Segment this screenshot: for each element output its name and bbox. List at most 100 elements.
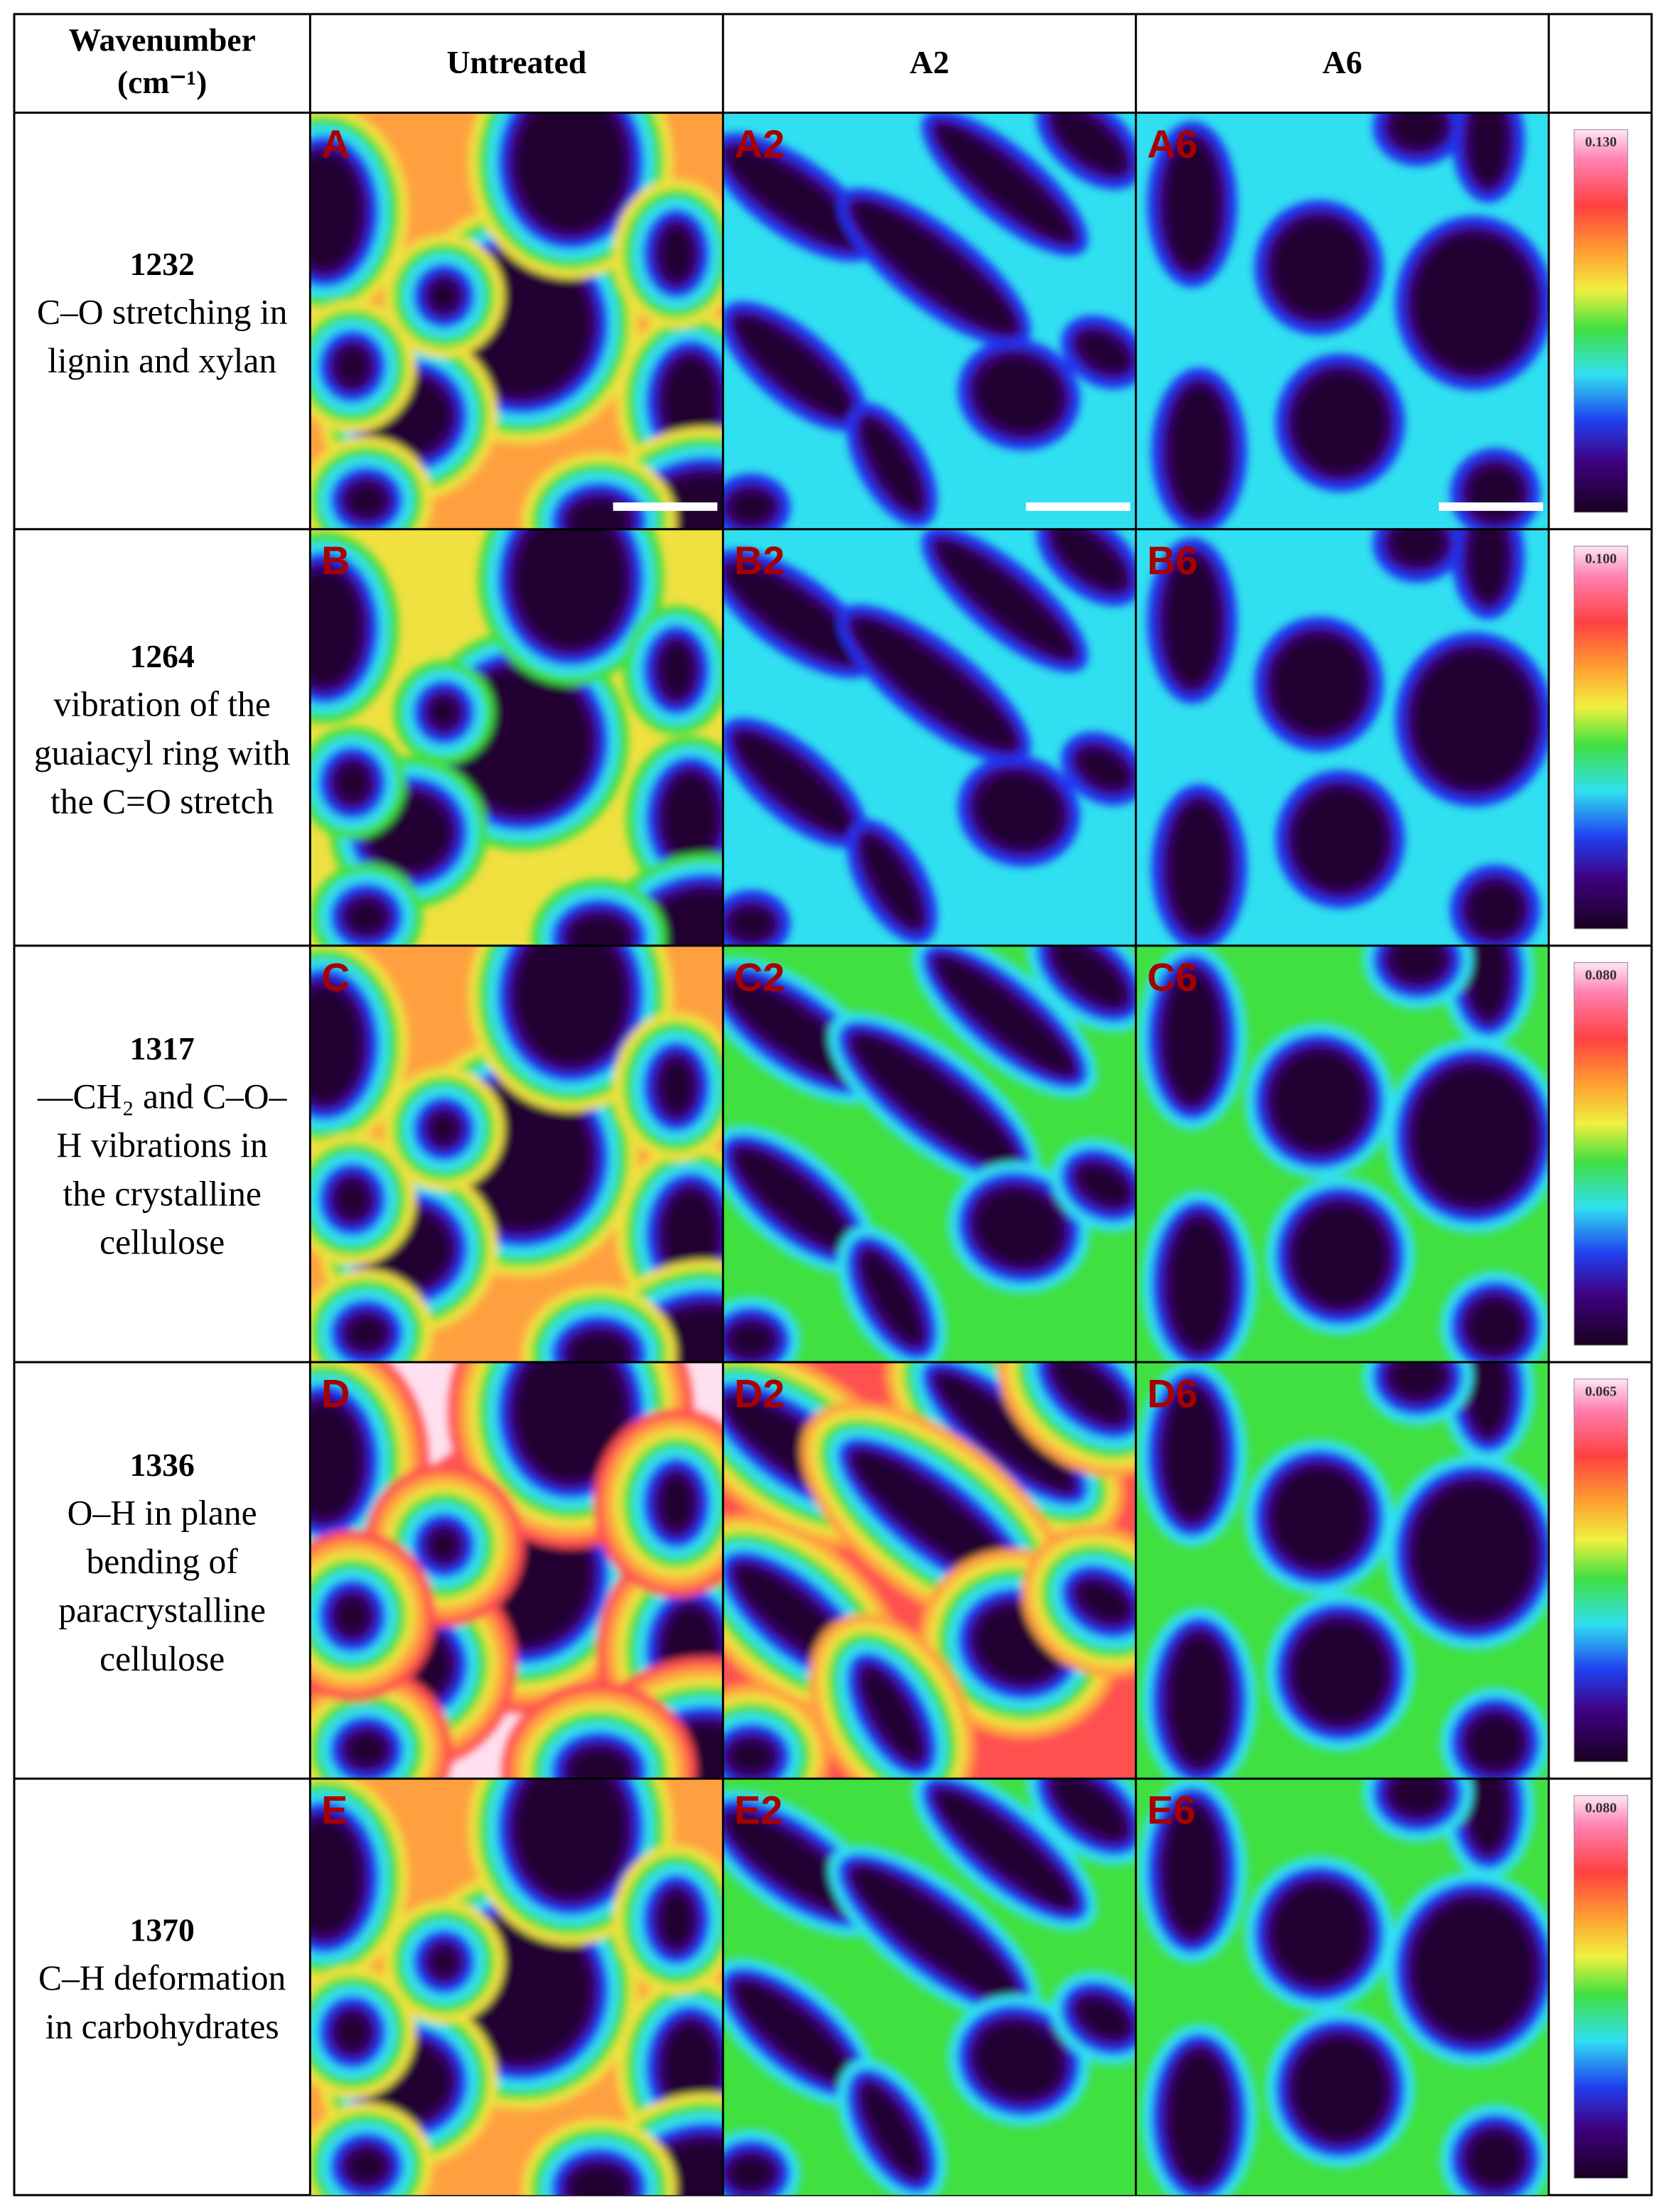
description: C–O stretching in — [37, 293, 288, 332]
description: C–H deformation — [38, 1958, 286, 1997]
heatmap-blob — [855, 1870, 1013, 1997]
heatmap-blob — [665, 775, 716, 860]
heatmap-panel — [310, 945, 723, 1362]
panel-label: D2 — [734, 1371, 785, 1415]
heatmap-blob — [1166, 1806, 1218, 1934]
heatmap-blob — [864, 2087, 920, 2174]
heatmap-blob — [1170, 1220, 1228, 1347]
heatmap-blob — [1414, 235, 1534, 371]
heatmap-blob — [1470, 884, 1521, 935]
panel-label: E6 — [1147, 1789, 1195, 1833]
heatmap-blob — [432, 1532, 456, 1558]
heatmap-blob — [1166, 141, 1218, 268]
table-row: 1317 —CH₂ and C–O– H vibrations in the crys… — [14, 944, 1652, 1362]
description: cellulose — [99, 1223, 225, 1262]
heatmap-blob — [1470, 1300, 1521, 1352]
wavenumber: 1370 — [130, 1912, 195, 1948]
heatmap-blob — [571, 1334, 628, 1362]
heatmap-blob — [517, 1361, 625, 1479]
heatmap-blob — [310, 571, 360, 684]
heatmap-blob — [349, 1735, 384, 1764]
description: guaiacyl ring with — [34, 733, 291, 772]
heatmap-panel — [1136, 112, 1549, 529]
heatmap-panel — [723, 1779, 1136, 2196]
heatmap-blob — [1170, 804, 1228, 931]
heatmap-blob — [1414, 1068, 1534, 1204]
heatmap-blob — [517, 1779, 625, 1896]
heatmap-blob — [977, 1191, 1061, 1264]
heatmap-blob — [738, 735, 849, 831]
heatmap-blob — [728, 983, 859, 1078]
heatmap-blobs — [310, 1779, 723, 2196]
heatmap-blobs — [310, 945, 723, 1362]
heatmap-blob — [731, 2159, 771, 2188]
panel-label: A — [321, 122, 350, 166]
wavenumber: 1232 — [130, 246, 195, 282]
colorbar — [1573, 1795, 1628, 2179]
scale-bar — [1438, 502, 1544, 511]
heatmap-blob — [939, 127, 1071, 239]
heatmap-blob — [1295, 789, 1386, 889]
header-cell: A2 — [910, 44, 949, 80]
heatmap-blob — [939, 544, 1071, 656]
heatmap-blob — [349, 2152, 384, 2181]
heatmap-blobs — [723, 112, 1136, 529]
heatmap-blob — [662, 1477, 691, 1528]
description: cellulose — [99, 1639, 225, 1678]
heatmap-blob — [864, 1671, 920, 1758]
heatmap-blob — [517, 112, 625, 230]
heatmap-blob — [1055, 529, 1124, 588]
colorbar — [1573, 546, 1628, 929]
colorbar-max: 0.100 — [1585, 551, 1617, 566]
panel-label: C2 — [734, 955, 785, 999]
heatmap-blob — [1170, 2053, 1228, 2181]
heatmap-blob — [855, 205, 1013, 331]
heatmap-blob — [1274, 220, 1365, 316]
header-cell: Wavenumber — [68, 21, 255, 58]
heatmap-panel — [723, 945, 1136, 1362]
heatmap-blob — [977, 358, 1061, 431]
description: lignin and xylan — [48, 341, 276, 380]
heatmap-blob — [1055, 1779, 1124, 1838]
description: the C=O stretch — [50, 782, 274, 821]
heatmap-blobs — [723, 945, 1136, 1362]
wavenumber: 1317 — [130, 1030, 195, 1067]
header-cell: Untreated — [446, 44, 586, 80]
heatmap-blob — [939, 1793, 1071, 1905]
heatmap-blob — [864, 1254, 920, 1342]
heatmap-blob — [1295, 373, 1386, 473]
panel-label: D6 — [1147, 1371, 1198, 1415]
heatmap-blob — [731, 910, 771, 938]
heatmap-blob — [338, 349, 367, 384]
heatmap-blobs — [1147, 112, 1549, 529]
scale-bar — [613, 502, 718, 511]
scale-bar — [1026, 502, 1131, 511]
heatmap-blob — [1471, 529, 1505, 600]
heatmap-blob — [517, 945, 625, 1063]
heatmap-panel — [310, 1779, 723, 2196]
heatmap-panel — [723, 529, 1136, 946]
heatmap-blobs — [1147, 529, 1549, 946]
colorbar — [1573, 1379, 1628, 1762]
heatmap-blob — [571, 501, 628, 529]
colorbar — [1573, 962, 1628, 1346]
heatmap-panel — [1136, 1361, 1549, 1779]
heatmap-blob — [1055, 945, 1124, 1004]
heatmap-blob — [1414, 1901, 1534, 2036]
heatmap-blob — [338, 2015, 367, 2049]
heatmap-blob — [349, 486, 384, 514]
heatmap-blob — [1295, 2039, 1386, 2138]
heatmap-blob — [728, 1816, 859, 1911]
heatmap-blob — [1170, 387, 1228, 514]
heatmap-blob — [1392, 529, 1443, 563]
heatmap-blob — [432, 283, 456, 309]
heatmap-blob — [432, 699, 456, 725]
heatmap-blob — [310, 1820, 360, 1934]
panel-label: A6 — [1147, 122, 1198, 166]
heatmap-blobs — [310, 112, 723, 529]
heatmap-blob — [1471, 112, 1505, 183]
heatmap-blob — [1392, 1361, 1443, 1396]
heatmap-blob — [338, 1182, 367, 1216]
heatmap-blob — [1414, 1484, 1534, 1620]
panel-label: B6 — [1147, 539, 1198, 583]
